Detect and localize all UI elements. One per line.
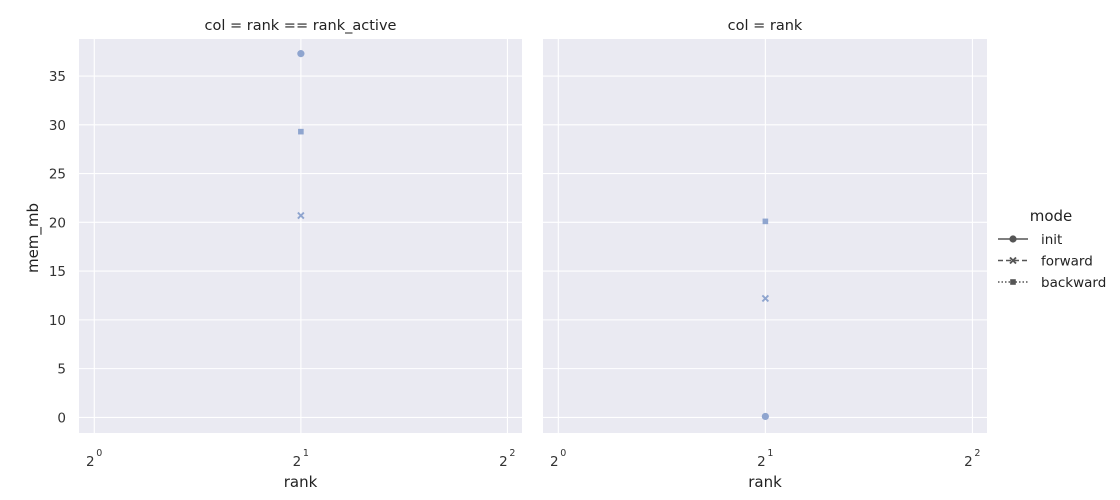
x-axis-label: rank xyxy=(284,473,318,491)
panel-title: col = rank xyxy=(728,18,803,34)
legend-marker-x xyxy=(1009,256,1017,265)
y-tick-label: 5 xyxy=(57,362,66,378)
y-tick-label: 15 xyxy=(49,264,66,280)
legend-marker-circle xyxy=(1009,235,1017,243)
legend-label: forward xyxy=(1041,254,1093,270)
legend-item-backward: backward xyxy=(998,275,1106,291)
y-tick-label: 10 xyxy=(49,313,66,329)
data-point-backward xyxy=(298,128,304,135)
legend-item-init: init xyxy=(998,232,1062,248)
data-point-init xyxy=(761,412,769,421)
x-tick-exponent: 0 xyxy=(560,448,566,459)
x-tick-exponent: 2 xyxy=(509,448,515,459)
y-tick-label: 35 xyxy=(49,69,66,85)
x-tick-label: 2 xyxy=(86,454,95,470)
data-point-forward xyxy=(761,294,770,303)
x-tick-label: 2 xyxy=(550,454,559,470)
data-point-init xyxy=(297,50,305,58)
data-point-forward xyxy=(297,211,305,220)
x-tick-exponent: 2 xyxy=(974,448,980,459)
legend-marker-square xyxy=(1010,279,1016,285)
x-tick-label: 2 xyxy=(293,454,302,470)
y-axis-label: mem_mb xyxy=(24,203,43,273)
x-axis-label: rank xyxy=(748,473,782,491)
panel-1: col = rank == rank_active051015202530352… xyxy=(49,18,522,491)
legend-item-forward: forward xyxy=(998,254,1093,270)
x-tick-exponent: 0 xyxy=(96,448,102,459)
y-tick-label: 0 xyxy=(57,410,66,426)
legend-title: mode xyxy=(1030,207,1073,225)
legend: mode init forward backward xyxy=(998,207,1106,291)
x-tick-exponent: 1 xyxy=(303,448,309,459)
panel-title: col = rank == rank_active xyxy=(205,18,397,34)
y-tick-label: 25 xyxy=(49,167,66,183)
y-tick-label: 20 xyxy=(49,215,66,231)
legend-label: backward xyxy=(1041,275,1106,291)
x-tick-label: 2 xyxy=(964,454,973,470)
x-tick-label: 2 xyxy=(757,454,766,470)
y-tick-label: 30 xyxy=(49,118,66,134)
x-tick-label: 2 xyxy=(499,454,508,470)
x-tick-exponent: 1 xyxy=(767,448,773,459)
data-point-backward xyxy=(762,218,769,225)
legend-label: init xyxy=(1041,232,1062,248)
